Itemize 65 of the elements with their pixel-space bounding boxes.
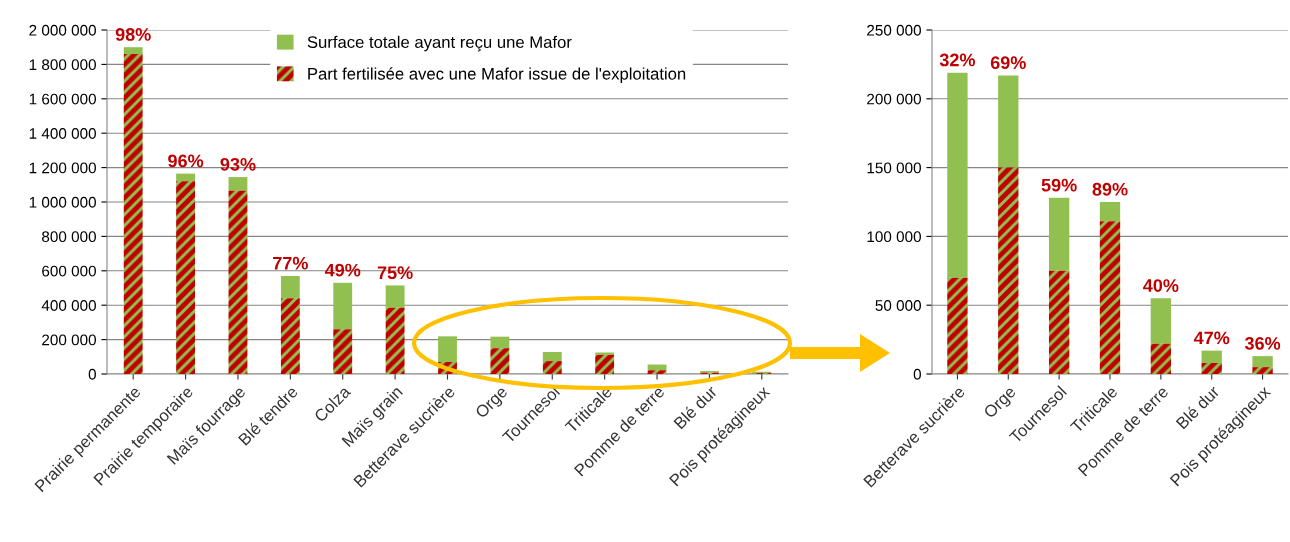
bar: [1099, 202, 1121, 222]
annotation: 40%: [1143, 279, 1179, 292]
bar: [1201, 362, 1222, 374]
bar: [280, 275, 300, 299]
annotation: 75%: [377, 266, 413, 280]
y-tick-label: 2 000 000: [29, 24, 96, 36]
annotation: 47%: [1193, 331, 1230, 345]
bar: [1252, 367, 1273, 374]
bar: [385, 307, 405, 374]
bar: [998, 167, 1019, 374]
annotation: 59%: [1041, 178, 1077, 192]
annotation: 93%: [220, 157, 256, 171]
y-tick-label: 800 000: [42, 231, 96, 243]
y-tick-label: 100 000: [867, 231, 921, 243]
bar: [1252, 356, 1273, 368]
bar: [123, 47, 143, 55]
bar: [1201, 350, 1222, 363]
y-tick-label: 250 000: [867, 24, 921, 36]
annotation: 96%: [168, 154, 204, 168]
bar: [947, 72, 968, 278]
y-tick-label: 1 800 000: [29, 59, 96, 71]
bar: [1150, 343, 1172, 374]
bar: [228, 190, 248, 374]
bar: [1048, 270, 1070, 374]
y-tick-label: 0: [913, 368, 921, 380]
annotation: 49%: [324, 263, 361, 277]
y-tick-label: 150 000: [867, 162, 921, 174]
bar: [1150, 298, 1172, 344]
annotation: 69%: [990, 56, 1026, 70]
bar: [1099, 221, 1121, 374]
annotation: 98%: [115, 28, 151, 41]
bar: [947, 277, 968, 374]
bar: [595, 354, 615, 374]
bar: [542, 361, 562, 374]
y-tick-label: 400 000: [41, 300, 96, 311]
annotation: 77%: [273, 256, 308, 270]
y-tick-label: 600 000: [42, 265, 96, 277]
bar: [490, 348, 510, 374]
bar: [176, 181, 196, 374]
y-tick-label: 1 400 000: [29, 128, 96, 139]
bar: [385, 285, 405, 308]
bar: [1048, 197, 1070, 271]
bar: [647, 370, 667, 374]
annotation: 89%: [1092, 182, 1128, 196]
bar: [228, 177, 248, 191]
legend-label: Surface totale ayant reçu une Mafor: [307, 35, 572, 52]
bar: [280, 298, 300, 374]
bar: [542, 351, 562, 362]
y-tick-label: 1 600 000: [29, 93, 96, 105]
annotation: 32%: [939, 53, 976, 67]
legend-label: Part fertilisée avec une Mafor issue de l'exploitation: [308, 67, 686, 83]
bar: [176, 173, 196, 182]
y-tick-label: 1 000 000: [29, 196, 96, 208]
bar: [490, 336, 510, 349]
bar: [333, 282, 353, 330]
annotation: 36%: [1244, 336, 1281, 350]
bar: [998, 75, 1019, 168]
bar: [438, 336, 457, 362]
y-tick-label: 1 200 000: [29, 162, 96, 174]
y-tick-label: 200 000: [42, 334, 96, 346]
bar: [333, 329, 353, 374]
y-tick-label: 200 000: [867, 93, 921, 105]
bar: [123, 54, 143, 374]
y-tick-label: 50 000: [875, 300, 921, 311]
y-tick-label: 0: [88, 368, 96, 380]
